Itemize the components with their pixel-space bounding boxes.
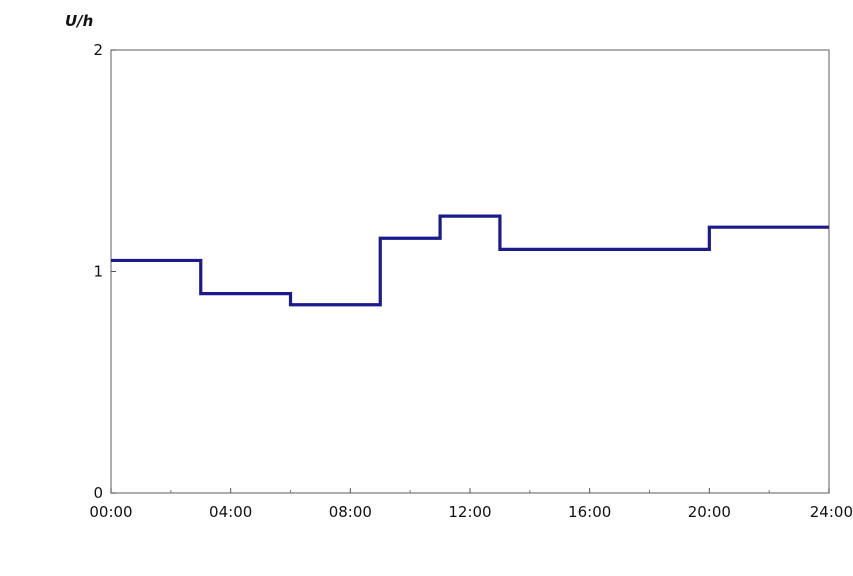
x-tick-label: 08:00 (329, 503, 372, 521)
x-tick-label: 20:00 (688, 503, 731, 521)
y-tick-label: 1 (93, 263, 103, 281)
y-axis-title: U/h (65, 12, 93, 30)
x-tick-label: 12:00 (448, 503, 491, 521)
y-tick-label: 2 (93, 41, 103, 59)
step-series-line (111, 214, 829, 307)
plot-area (110, 49, 830, 494)
x-tick-label: 24:00 (810, 503, 853, 521)
series-layer (111, 214, 829, 307)
x-tick-label: 00:00 (89, 503, 132, 521)
x-axis: 00:00 04:00 08:00 12:00 16:00 20:00 24:00 (89, 488, 853, 521)
x-tick-label: 04:00 (209, 503, 252, 521)
y-tick-label: 0 (93, 484, 103, 502)
x-tick-label: 16:00 (568, 503, 611, 521)
y-axis: 0 1 2 (93, 41, 116, 502)
